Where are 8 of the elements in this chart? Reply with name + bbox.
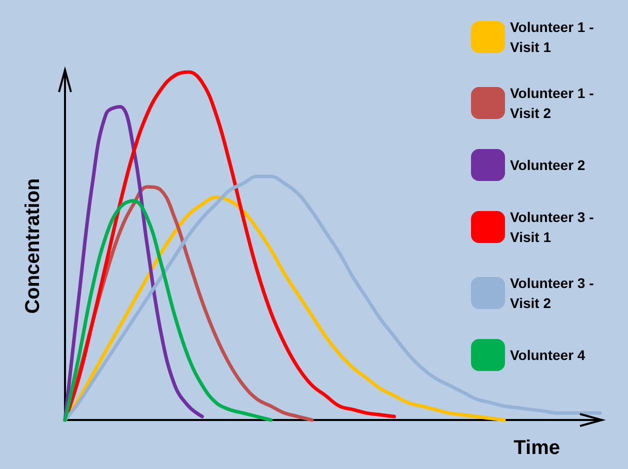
legend-label: Volunteer 2 [510,157,586,173]
legend-label: Volunteer 3 - Visit 2 [510,275,598,311]
legend-label: Volunteer 4 [510,347,586,363]
x-axis-title: Time [514,437,560,459]
legend-label: Volunteer 3 - Visit 1 [510,209,598,245]
legend-label: Volunteer 1 - Visit 2 [510,85,598,121]
y-axis-title: Concentration [22,178,44,314]
legend-label: Volunteer 1 - Visit 1 [510,19,598,55]
